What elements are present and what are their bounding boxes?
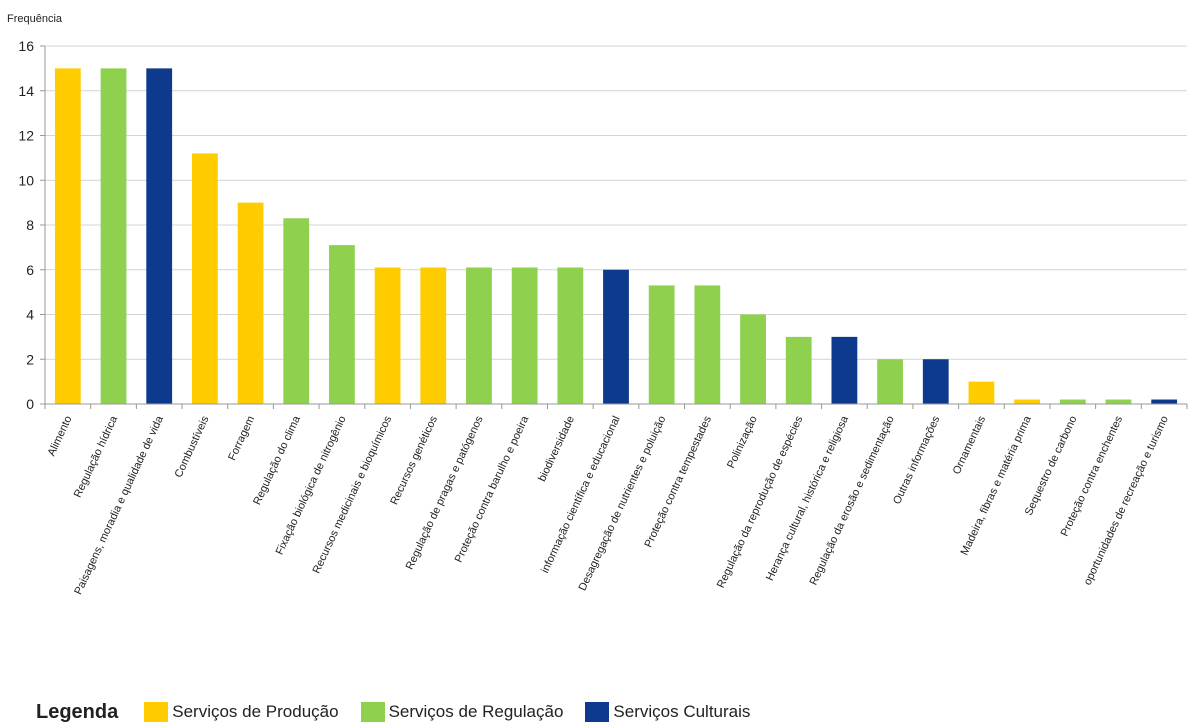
bar (329, 245, 355, 404)
bar (420, 267, 447, 404)
bar (1014, 399, 1041, 404)
x-tick-label: Alimento (46, 414, 75, 458)
bar (1105, 399, 1132, 404)
x-tick-label: Regulação da reprodução de espécies (715, 414, 806, 590)
x-tick-label: Recursos medicinais e bioquímicos (311, 414, 395, 576)
legend: Legenda Serviços de Produção Serviços de… (36, 700, 772, 724)
grid-lines (45, 45, 1187, 405)
x-tick-label: Regulação hídrica (72, 413, 121, 499)
bar (1059, 399, 1086, 404)
x-tick-label: informação científica e educacional (539, 414, 622, 575)
bars (54, 68, 1178, 404)
x-tick-label: Ornamentais (951, 414, 989, 477)
x-tick-label: Regulação de pragas e patógenos (404, 414, 486, 572)
y-tick-label: 2 (26, 351, 34, 367)
bar (191, 153, 218, 404)
legend-item-regulacao: Serviços de Regulação (360, 702, 564, 722)
y-tick-label: 0 (26, 396, 34, 412)
x-tick-label: Recursos genéticos (388, 414, 440, 507)
bar (283, 218, 310, 404)
legend-label-producao: Serviços de Produção (172, 702, 339, 721)
bar (237, 202, 264, 404)
bar (740, 314, 766, 404)
x-tick-label: Forragem (226, 414, 257, 462)
legend-title: Legenda (36, 700, 119, 723)
x-tick-label: Polinização (725, 414, 760, 470)
bar (968, 381, 995, 404)
x-tick-label: Regulação da erosão e sedimentação (808, 414, 897, 587)
legend-swatch-cultural (585, 702, 610, 722)
y-tick-label: 6 (26, 262, 34, 278)
legend-item-cultural: Serviços Culturais (585, 702, 750, 722)
x-axis (44, 46, 1188, 409)
bar (100, 68, 127, 404)
x-tick-label: Regulação do clima (251, 413, 303, 506)
y-axis-title: Frequência (7, 13, 63, 25)
y-tick-label: 14 (18, 83, 34, 99)
bar (557, 267, 584, 404)
y-tick-label: 8 (26, 217, 34, 233)
bar (1151, 399, 1178, 404)
y-axis: 0 2 4 6 8 10 12 14 16 (18, 38, 45, 412)
y-tick-label: 16 (18, 38, 34, 54)
bar (511, 267, 538, 404)
y-tick-label: 12 (18, 128, 34, 144)
bar (648, 285, 675, 404)
legend-item-producao: Serviços de Produção (144, 702, 339, 722)
bar (374, 267, 401, 404)
x-tick-label: oportunidades de recreação e turismo (1082, 414, 1171, 587)
bar (54, 68, 81, 404)
legend-label-regulacao: Serviços de Regulação (388, 702, 564, 721)
x-tick-label: Herança cultural, histórica e religiosa (764, 413, 851, 582)
bar (922, 359, 949, 404)
legend-swatch-producao (144, 702, 169, 722)
x-tick-label: Sequestro de carbono (1023, 414, 1080, 517)
bar (466, 267, 492, 404)
y-tick-label: 4 (26, 307, 34, 323)
bar (831, 336, 858, 404)
x-tick-label: Paisagens, moradia e qualidade de vida (72, 413, 166, 596)
bar (877, 359, 903, 404)
x-tick-label: Outras informações (891, 414, 943, 507)
bar (694, 285, 721, 404)
bar (146, 68, 173, 404)
bar (785, 336, 812, 404)
legend-label-cultural: Serviços Culturais (613, 702, 751, 721)
y-tick-label: 10 (18, 172, 34, 188)
bar (603, 269, 629, 404)
legend-swatch-regulacao (360, 702, 385, 722)
x-tick-label: Combustíveis (173, 414, 212, 480)
x-tick-label: Desagregação de nutrientes e poluição (577, 414, 669, 593)
x-tick-label: biodiversidade (536, 414, 577, 483)
